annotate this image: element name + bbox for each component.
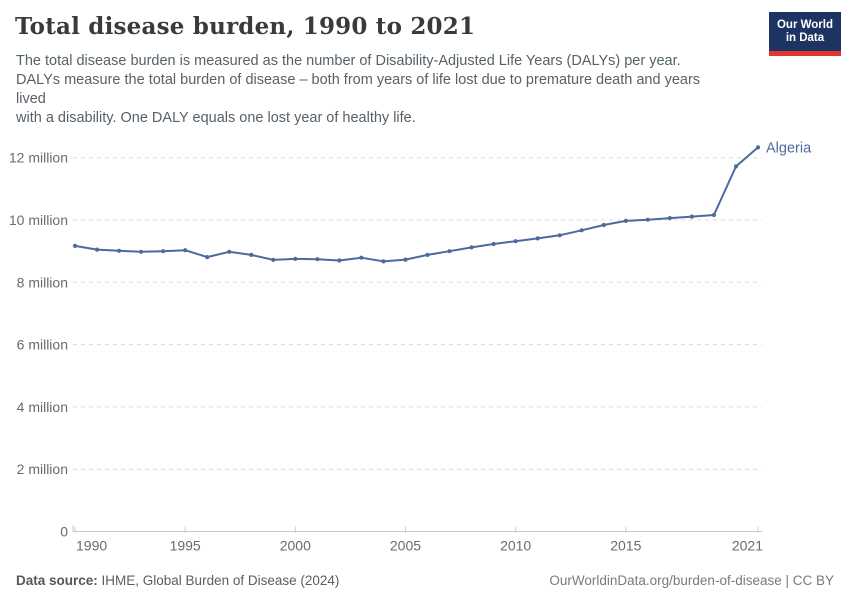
x-tick-label: 2021: [732, 538, 763, 554]
credit-link[interactable]: OurWorldinData.org/burden-of-disease | C…: [549, 573, 834, 588]
data-source-label: Data source:: [16, 573, 98, 588]
y-tick-label: 12 million: [9, 150, 68, 166]
data-point[interactable]: [667, 216, 673, 221]
chart-subtitle: The total disease burden is measured as …: [16, 53, 701, 126]
chart-footer: Data source: IHME, Global Burden of Dise…: [16, 573, 834, 588]
data-source-text: IHME, Global Burden of Disease (2024): [97, 573, 340, 588]
data-point[interactable]: [469, 245, 474, 250]
data-point[interactable]: [601, 222, 606, 228]
y-tick-label: 6 million: [17, 337, 68, 353]
x-tick-label: 2005: [390, 538, 421, 554]
data-point[interactable]: [139, 249, 144, 254]
data-point[interactable]: [557, 233, 562, 238]
data-point[interactable]: [205, 255, 210, 260]
x-tick-label: 2015: [610, 538, 641, 554]
data-point[interactable]: [249, 252, 254, 257]
data-point[interactable]: [645, 217, 650, 222]
data-point[interactable]: [447, 249, 452, 254]
data-source: Data source: IHME, Global Burden of Dise…: [16, 573, 339, 588]
data-point[interactable]: [337, 258, 342, 263]
data-point[interactable]: [425, 252, 430, 257]
data-line[interactable]: [74, 146, 759, 263]
data-point[interactable]: [623, 218, 628, 223]
y-tick-label: 2 million: [17, 461, 68, 477]
x-tick-label: 1995: [170, 538, 201, 554]
y-tick-label: 4 million: [17, 399, 68, 415]
data-point[interactable]: [72, 243, 78, 248]
owid-logo-line1: Our World: [776, 19, 833, 31]
data-point[interactable]: [689, 214, 695, 219]
entity-label[interactable]: Algeria: [766, 140, 812, 156]
data-point[interactable]: [513, 239, 518, 244]
data-point[interactable]: [535, 236, 540, 241]
data-point[interactable]: [293, 256, 298, 261]
y-tick-label: 10 million: [9, 212, 68, 228]
data-point[interactable]: [491, 241, 496, 247]
data-point[interactable]: [117, 248, 122, 253]
data-point[interactable]: [183, 248, 188, 253]
y-tick-label: 8 million: [17, 274, 68, 290]
x-tick-label: 1990: [76, 538, 107, 554]
owid-logo[interactable]: Our World in Data: [768, 12, 841, 56]
data-point[interactable]: [711, 212, 717, 218]
data-point[interactable]: [227, 249, 232, 254]
data-point[interactable]: [315, 257, 320, 262]
data-point[interactable]: [403, 257, 408, 262]
data-point[interactable]: [579, 228, 584, 233]
data-point[interactable]: [271, 257, 276, 262]
data-point[interactable]: [381, 259, 386, 264]
owid-logo-line2: in Data: [785, 32, 825, 44]
data-point[interactable]: [755, 145, 761, 150]
y-tick-label: 0: [60, 524, 68, 540]
chart-title: Total disease burden, 1990 to 2021: [15, 13, 476, 40]
data-point[interactable]: [94, 247, 100, 252]
data-point[interactable]: [359, 255, 364, 260]
x-tick-label: 2010: [500, 538, 531, 554]
data-point[interactable]: [733, 164, 739, 169]
x-tick-label: 2000: [280, 538, 311, 554]
data-point[interactable]: [161, 249, 166, 254]
